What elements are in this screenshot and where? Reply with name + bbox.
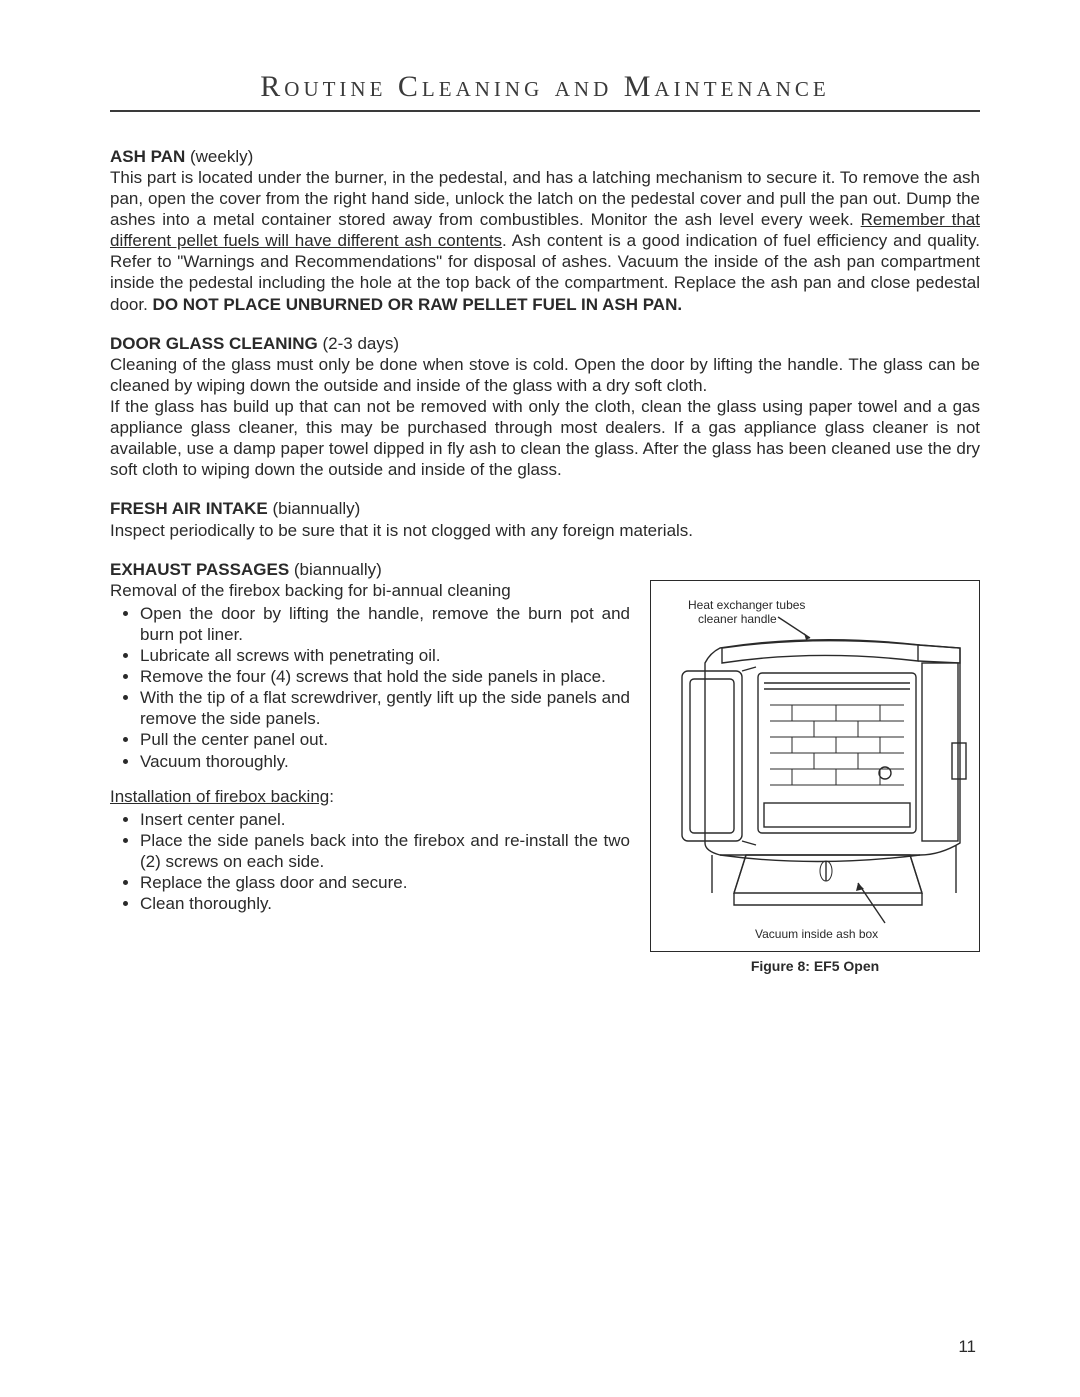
exhaust-heading-bold: EXHAUST PASSAGES [110,560,294,579]
exhaust-bullets-install: Insert center panel.Place the side panel… [110,809,630,914]
door-glass-heading-rest: (2-3 days) [318,334,399,353]
exhaust-left-col: Removal of the firebox backing for bi-an… [110,580,630,914]
list-item: Insert center panel. [140,809,630,830]
fig-label-bottom: Vacuum inside ash box [755,927,878,941]
section-exhaust: EXHAUST PASSAGES (biannually) Removal of… [110,559,980,974]
section-ash-pan: ASH PAN (weekly) This part is located un… [110,146,980,315]
figure-column: Heat exchanger tubes cleaner handle [650,580,980,974]
page-number: 11 [958,1337,976,1357]
list-item: Lubricate all screws with penetrating oi… [140,645,630,666]
list-item: Vacuum thoroughly. [140,751,630,772]
page-title: Routine Cleaning and Maintenance [110,70,980,112]
door-glass-p1: Cleaning of the glass must only be done … [110,354,980,396]
ash-pan-body: ASH PAN (weekly) This part is located un… [110,146,980,315]
section-fresh-air: FRESH AIR INTAKE (biannually) Inspect pe… [110,498,980,540]
fresh-air-heading-bold: FRESH AIR INTAKE [110,499,268,518]
list-item: Open the door by lifting the handle, rem… [140,603,630,645]
door-glass-heading: DOOR GLASS CLEANING (2-3 days) [110,333,980,354]
figure-caption: Figure 8: EF5 Open [650,958,980,974]
stove-diagram: Heat exchanger tubes cleaner handle [660,593,970,943]
fig-label-top2: cleaner handle [698,612,777,626]
list-item: Pull the center panel out. [140,729,630,750]
door-glass-p2: If the glass has build up that can not b… [110,396,980,480]
list-item: Place the side panels back into the fire… [140,830,630,872]
list-item: Remove the four (4) screws that hold the… [140,666,630,687]
ash-pan-bold-tail: DO NOT PLACE UNBURNED OR RAW PELLET FUEL… [153,295,683,314]
list-item: Clean thoroughly. [140,893,630,914]
ash-pan-heading-rest: (weekly) [185,147,253,166]
section-door-glass: DOOR GLASS CLEANING (2-3 days) Cleaning … [110,333,980,481]
figure-box: Heat exchanger tubes cleaner handle [650,580,980,952]
page: Routine Cleaning and Maintenance ASH PAN… [0,0,1080,1397]
exhaust-heading: EXHAUST PASSAGES (biannually) [110,559,980,580]
exhaust-intro: Removal of the firebox backing for bi-an… [110,580,630,601]
ash-pan-heading-bold: ASH PAN [110,147,185,166]
door-glass-heading-bold: DOOR GLASS CLEANING [110,334,318,353]
exhaust-install-heading: Installation of firebox backing: [110,786,630,807]
fresh-air-heading-rest: (biannually) [268,499,361,518]
list-item: Replace the glass door and secure. [140,872,630,893]
ash-pan-p1a: This part is located under the burner, i… [110,168,980,229]
exhaust-heading-rest: (biannually) [294,560,382,579]
exhaust-two-col: Removal of the firebox backing for bi-an… [110,580,980,974]
fig-label-top1: Heat exchanger tubes [688,598,805,612]
fresh-air-p1: Inspect periodically to be sure that it … [110,520,980,541]
list-item: With the tip of a flat screwdriver, gent… [140,687,630,729]
fresh-air-heading: FRESH AIR INTAKE (biannually) [110,498,980,519]
exhaust-bullets-removal: Open the door by lifting the handle, rem… [110,603,630,772]
